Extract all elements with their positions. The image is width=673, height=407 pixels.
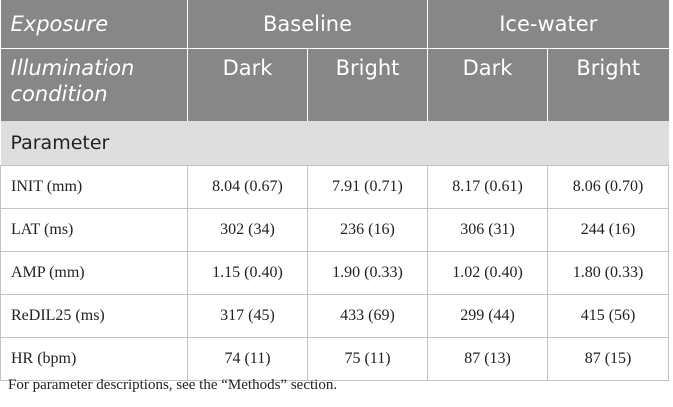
cell: 7.91 (0.71) [306, 165, 429, 209]
row-label: HR (bpm) [0, 337, 188, 381]
condition-header: Dark [187, 48, 308, 121]
cell: 1.80 (0.33) [547, 251, 670, 295]
cell: 1.15 (0.40) [187, 251, 308, 295]
group-header: Baseline [186, 0, 428, 49]
cell: 306 (31) [427, 208, 549, 252]
cell: 244 (16) [547, 208, 670, 252]
cell: 74 (11) [187, 337, 308, 381]
condition-header: Bright [306, 48, 428, 121]
row-label: ReDIL25 (ms) [0, 294, 188, 338]
row-label: LAT (ms) [0, 208, 188, 252]
cell: 75 (11) [306, 337, 429, 381]
data-row: INIT (mm) 8.04 (0.67) 7.91 (0.71) 8.17 (0.6… [0, 165, 670, 209]
data-row: ReDIL25 (ms) 317 (45) 433 (69) 299 (44) 415 … [0, 294, 670, 338]
cell: 317 (45) [187, 294, 308, 338]
header-row: Illumination condition Dark Bright Dark … [0, 48, 669, 121]
cell: 236 (16) [306, 208, 429, 252]
data-row: AMP (mm) 1.15 (0.40) 1.90 (0.33) 1.02 (0.40… [0, 251, 670, 295]
cell: 8.06 (0.70) [547, 165, 670, 209]
row-label: INIT (mm) [0, 165, 188, 209]
data-row: LAT (ms) 302 (34) 236 (16) 306 (31) 244 (16) [0, 208, 670, 252]
cell: 1.02 (0.40) [427, 251, 549, 295]
header-row: Exposure Baseline Ice-water [0, 0, 669, 49]
cell: 8.17 (0.61) [427, 165, 549, 209]
footnote: For parameter descriptions, see the “Met… [8, 377, 338, 393]
illumination-label: Illumination condition [0, 48, 188, 121]
cell: 87 (15) [547, 337, 670, 381]
data-row: HR (bpm) 74 (11) 75 (11) 87 (13) 87 (15) [0, 337, 670, 381]
section-row: Parameter [0, 121, 669, 166]
data-table: Exposure Baseline Ice-water Illumination… [0, 0, 670, 381]
cell: 87 (13) [427, 337, 549, 381]
cell: 1.90 (0.33) [306, 251, 429, 295]
cell: 415 (56) [547, 294, 670, 338]
cell: 302 (34) [187, 208, 308, 252]
row-label: AMP (mm) [0, 251, 188, 295]
exposure-label: Exposure [0, 0, 188, 49]
cell: 433 (69) [306, 294, 429, 338]
section-label: Parameter [0, 121, 669, 166]
cell: 299 (44) [427, 294, 549, 338]
condition-header: Bright [547, 48, 669, 121]
cell: 8.04 (0.67) [187, 165, 308, 209]
group-header: Ice-water [427, 0, 669, 49]
condition-header: Dark [427, 48, 548, 121]
